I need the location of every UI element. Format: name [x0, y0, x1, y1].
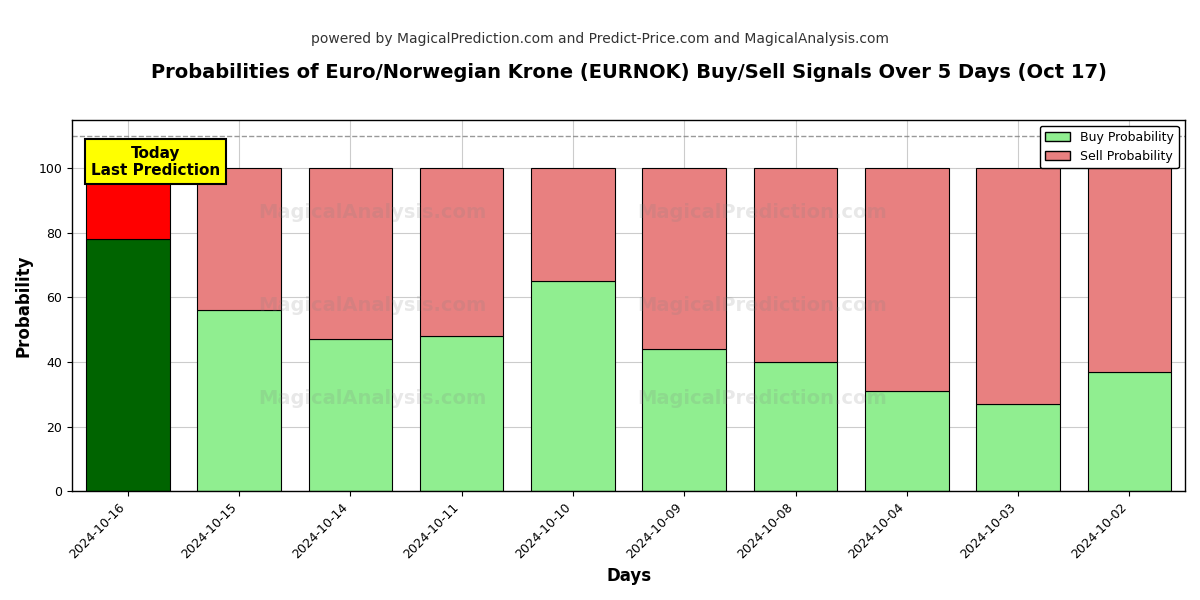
- Bar: [754, 362, 838, 491]
- Bar: [1087, 372, 1171, 491]
- Bar: [865, 391, 948, 491]
- Text: MagicalPrediction.com: MagicalPrediction.com: [637, 203, 887, 222]
- Bar: [532, 281, 614, 491]
- Bar: [420, 336, 503, 491]
- Bar: [1087, 168, 1171, 372]
- Text: powered by MagicalPrediction.com and Predict-Price.com and MagicalAnalysis.com: powered by MagicalPrediction.com and Pre…: [311, 32, 889, 46]
- Bar: [977, 168, 1060, 404]
- Title: Probabilities of Euro/Norwegian Krone (EURNOK) Buy/Sell Signals Over 5 Days (Oct: Probabilities of Euro/Norwegian Krone (E…: [151, 63, 1106, 82]
- Text: MagicalPrediction.com: MagicalPrediction.com: [637, 389, 887, 408]
- Bar: [308, 340, 392, 491]
- Text: Today
Last Prediction: Today Last Prediction: [91, 146, 221, 178]
- Bar: [197, 168, 281, 310]
- Bar: [308, 168, 392, 340]
- Text: MagicalPrediction.com: MagicalPrediction.com: [637, 296, 887, 315]
- Bar: [86, 168, 169, 239]
- Bar: [420, 168, 503, 336]
- Bar: [754, 168, 838, 362]
- Bar: [532, 168, 614, 281]
- Bar: [642, 349, 726, 491]
- Bar: [86, 239, 169, 491]
- Legend: Buy Probability, Sell Probability: Buy Probability, Sell Probability: [1040, 126, 1178, 168]
- Text: MagicalAnalysis.com: MagicalAnalysis.com: [258, 389, 487, 408]
- Text: MagicalAnalysis.com: MagicalAnalysis.com: [258, 203, 487, 222]
- Bar: [642, 168, 726, 349]
- Y-axis label: Probability: Probability: [16, 254, 34, 357]
- X-axis label: Days: Days: [606, 567, 652, 585]
- Text: MagicalAnalysis.com: MagicalAnalysis.com: [258, 296, 487, 315]
- Bar: [197, 310, 281, 491]
- Bar: [865, 168, 948, 391]
- Bar: [977, 404, 1060, 491]
